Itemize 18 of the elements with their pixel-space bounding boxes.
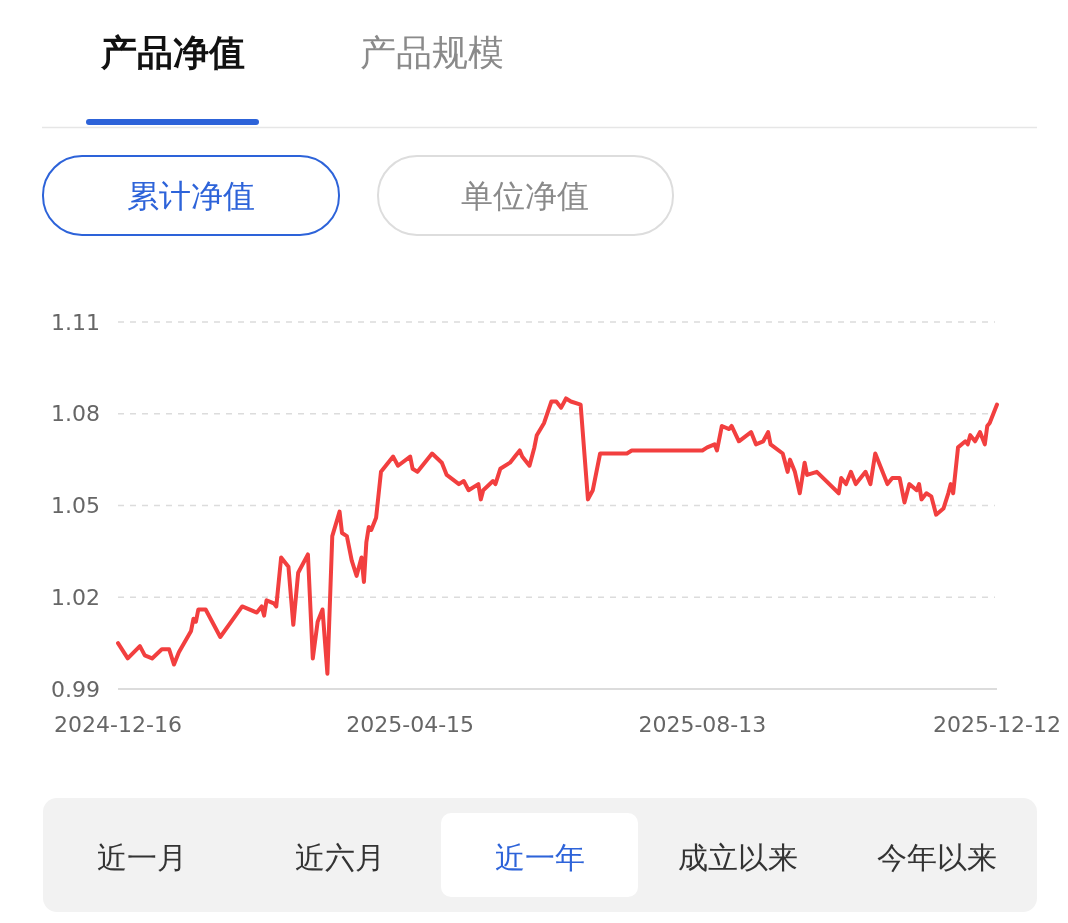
y-tick-label: 1.11 [51,309,100,335]
y-tick-label: 1.02 [51,584,100,610]
text: 产品规模 [360,31,504,73]
x-tick-label: 2024-12-16 [54,711,182,737]
text: 近一月 [97,839,187,875]
text: 近一年 [495,839,585,875]
text: 累计净值 [127,177,255,215]
y-tick-label: 1.05 [51,493,100,518]
text: 今年以来 [877,839,997,875]
y-tick-label: 1.08 [51,401,100,427]
y-tick-label: 0.99 [51,676,100,702]
x-tick-label: 2025-04-15 [346,711,475,737]
text: 近六月 [295,839,385,875]
x-tick-label: 2025-12-12 [933,711,1061,737]
text: 产品净值 [100,31,245,73]
x-tick-label: 2025-08-13 [638,711,767,737]
text: 单位净值 [461,177,589,215]
text: 成立以来 [678,839,798,875]
